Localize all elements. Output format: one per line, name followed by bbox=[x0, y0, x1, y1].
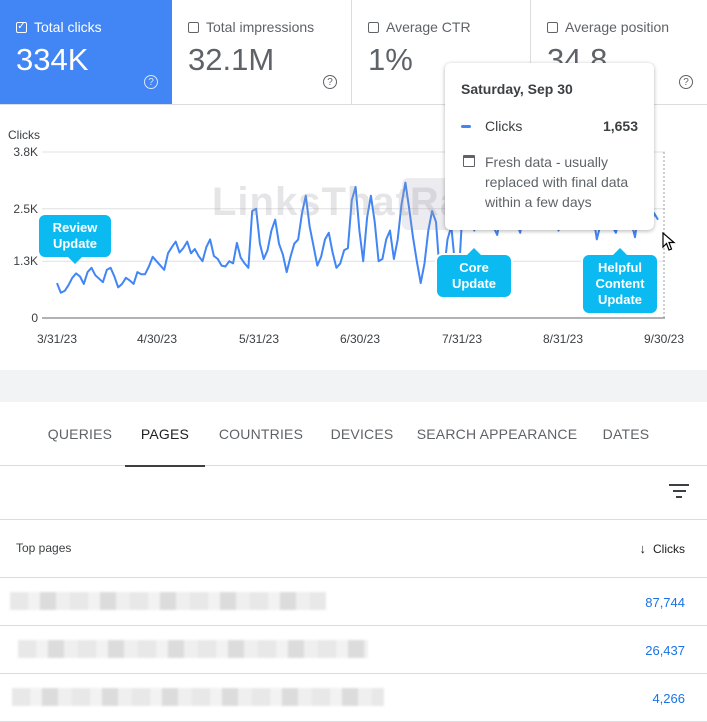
metric-label: Total impressions bbox=[206, 19, 315, 35]
x-tick-label: 9/30/23 bbox=[644, 332, 684, 346]
cursor-icon bbox=[662, 232, 676, 251]
table-header: Top pages ↓ Clicks bbox=[0, 520, 707, 578]
column-clicks-label: Clicks bbox=[653, 541, 685, 556]
metric-value: 1% bbox=[368, 42, 413, 77]
checkbox-icon[interactable] bbox=[368, 21, 379, 33]
filter-icon[interactable] bbox=[669, 484, 689, 500]
calendar-icon bbox=[463, 155, 475, 167]
x-tick-label: 3/31/23 bbox=[37, 332, 77, 346]
metric-value: 334K bbox=[16, 42, 89, 77]
blurred-url bbox=[10, 592, 326, 610]
y-axis-label: Clicks bbox=[8, 128, 40, 142]
tooltip-date: Saturday, Sep 30 bbox=[461, 81, 573, 97]
callout-review-update: Review Update bbox=[39, 215, 111, 264]
column-top-pages[interactable]: Top pages bbox=[16, 541, 72, 555]
tooltip-note-text: Fresh data - usually replaced with final… bbox=[485, 154, 629, 210]
metric-label: Average position bbox=[565, 19, 670, 35]
metric-total-impressions[interactable]: Total impressions 32.1M ? bbox=[172, 0, 352, 104]
x-tick-label: 6/30/23 bbox=[340, 332, 380, 346]
metric-label: Average CTR bbox=[386, 19, 471, 35]
x-tick-label: 8/31/23 bbox=[543, 332, 583, 346]
sort-arrow-down-icon: ↓ bbox=[639, 541, 647, 556]
y-tick-label: 0 bbox=[31, 311, 38, 325]
tooltip-series-label: Clicks bbox=[485, 118, 523, 134]
blurred-url bbox=[12, 688, 384, 706]
metric-label: Total clicks bbox=[34, 19, 102, 35]
chart-tooltip: Saturday, Sep 30 Clicks 1,653 Fresh data… bbox=[445, 63, 654, 230]
tooltip-series-value: 1,653 bbox=[602, 118, 638, 134]
tab-search-appearance[interactable]: SEARCH APPEARANCE bbox=[416, 426, 578, 442]
checkbox-icon[interactable] bbox=[188, 21, 199, 33]
callout-core-update: Core Update bbox=[437, 248, 511, 297]
table-row[interactable]: 87,744 bbox=[0, 578, 707, 626]
row-clicks: 26,437 bbox=[645, 643, 685, 658]
help-icon[interactable]: ? bbox=[679, 75, 693, 89]
row-clicks: 87,744 bbox=[645, 595, 685, 610]
y-tick-label: 2.5K bbox=[13, 202, 38, 216]
metric-value: 32.1M bbox=[188, 42, 275, 77]
column-clicks[interactable]: ↓ Clicks bbox=[640, 541, 686, 556]
performance-chart[interactable]: Clicks 3.8K 2.5K 1.3K 0 3/31/23 4/30/23 5/31/23… bbox=[0, 104, 707, 370]
chart-svg: Clicks 3.8K 2.5K 1.3K 0 3/31/23 4/30/23 5/31/23… bbox=[8, 128, 684, 346]
series-color-icon bbox=[461, 124, 471, 128]
metric-average-ctr[interactable]: Average CTR 1% ? bbox=[352, 0, 531, 104]
table-row[interactable]: 4,266 bbox=[0, 674, 707, 722]
row-clicks: 4,266 bbox=[652, 691, 685, 706]
metric-cards: ✓ Total clicks 334K ? Total impressions … bbox=[0, 0, 707, 105]
y-tick-label: 3.8K bbox=[13, 145, 38, 159]
checkbox-checked-icon[interactable]: ✓ bbox=[16, 21, 27, 33]
tab-queries[interactable]: QUERIES bbox=[47, 426, 113, 442]
table-row[interactable]: 26,437 bbox=[0, 626, 707, 674]
section-separator bbox=[0, 370, 707, 402]
tab-countries[interactable]: COUNTRIES bbox=[218, 426, 304, 442]
metric-total-clicks[interactable]: ✓ Total clicks 334K ? bbox=[0, 0, 172, 104]
x-tick-label: 4/30/23 bbox=[137, 332, 177, 346]
blurred-url bbox=[18, 640, 368, 658]
tooltip-note: Fresh data - usually replaced with final… bbox=[461, 152, 645, 212]
callout-helpful-content-update: Helpful Content Update bbox=[583, 248, 657, 313]
help-icon[interactable]: ? bbox=[323, 75, 337, 89]
checkbox-icon[interactable] bbox=[547, 21, 558, 33]
y-tick-label: 1.3K bbox=[13, 254, 38, 268]
x-tick-label: 5/31/23 bbox=[239, 332, 279, 346]
tab-devices[interactable]: DEVICES bbox=[330, 426, 394, 442]
help-icon[interactable]: ? bbox=[144, 75, 158, 89]
tab-pages[interactable]: PAGES bbox=[125, 402, 205, 467]
x-tick-label: 7/31/23 bbox=[442, 332, 482, 346]
table-toolbar bbox=[0, 466, 707, 520]
dimension-tabs: QUERIES PAGES COUNTRIES DEVICES SEARCH A… bbox=[0, 402, 707, 467]
tab-dates[interactable]: DATES bbox=[602, 426, 650, 442]
tooltip-series: Clicks 1,653 bbox=[461, 118, 638, 134]
